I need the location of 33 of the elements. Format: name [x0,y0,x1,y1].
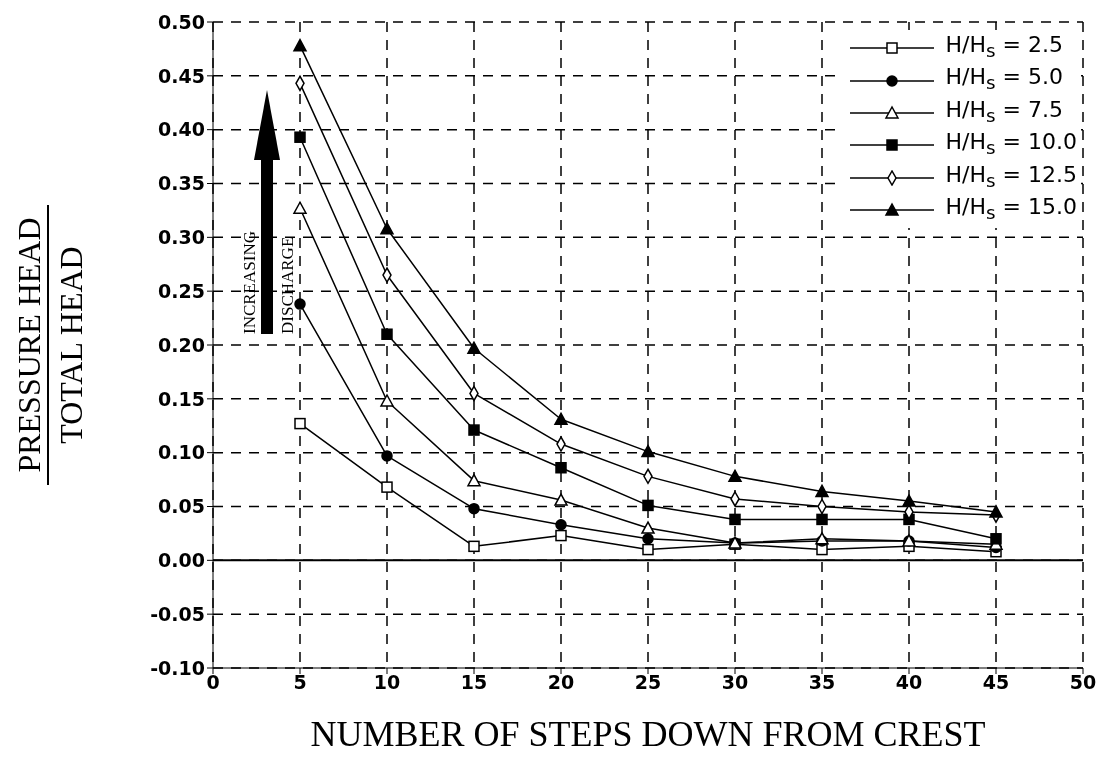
annotation: INCREASING DISCHARGE [240,231,297,334]
legend-label: H/H$_{s}$ = 10.0 [945,129,1077,161]
legend-label: H/H$_{s}$ = 5.0 [945,64,1064,96]
legend-label: H/H$_{s}$ = 15.0 [945,193,1077,226]
x-tick-label: 40 [895,671,923,694]
y-tick-label: -0.10 [150,656,205,679]
y-tick-label: 0.25 [158,279,205,302]
x-tick-label: 15 [460,671,488,694]
x-tick-label: 5 [293,671,307,694]
y-tick-label: 0.45 [158,64,205,87]
y-tick-label: 0.15 [158,387,205,410]
y-tick-label: 0.05 [158,495,205,518]
y-tick-label: -0.05 [150,602,205,625]
y-tick-label: 0.40 [158,118,205,141]
x-tick-label: 30 [721,671,749,694]
legend-label: H/H$_{s}$ = 2.5 [945,32,1064,64]
y-axis-title: PRESSURE HEAD TOTAL HEAD [11,217,89,473]
legend-label: H/H$_{s}$ = 12.5 [945,161,1077,193]
x-axis-title: NUMBER OF STEPS DOWN FROM CREST [310,714,986,754]
x-tick-label: 0 [206,671,220,694]
y-tick-label: 0.10 [158,441,205,464]
y-tick-label: 0.50 [158,10,205,33]
y-tick-label: 0.20 [158,333,205,356]
x-tick-label: 45 [982,671,1010,694]
x-tick-label: 25 [634,671,662,694]
y-tick-label: 0.35 [158,172,205,195]
y-tick-label: 0.00 [158,549,205,572]
x-tick-label: 50 [1069,671,1097,694]
x-tick-label: 20 [547,671,575,694]
legend-label: H/H$_{s}$ = 7.5 [945,96,1064,129]
x-tick-label: 10 [373,671,401,694]
x-tick-label: 35 [808,671,836,694]
y-tick-label: 0.30 [158,226,205,249]
